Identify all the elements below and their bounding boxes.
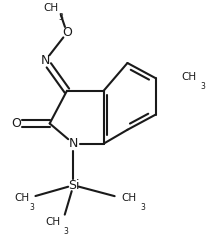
Text: 3: 3 — [140, 203, 145, 212]
Text: O: O — [11, 117, 21, 130]
Text: CH: CH — [14, 193, 29, 203]
Text: 3: 3 — [201, 82, 206, 91]
Text: N: N — [69, 137, 78, 150]
Text: 3: 3 — [63, 227, 68, 236]
Text: N: N — [41, 54, 50, 67]
Text: CH: CH — [121, 193, 136, 203]
Text: O: O — [62, 26, 72, 39]
Text: 3: 3 — [59, 13, 64, 22]
Text: Si: Si — [68, 179, 79, 192]
Text: 3: 3 — [30, 203, 35, 212]
Text: CH: CH — [43, 3, 58, 13]
Text: CH: CH — [181, 72, 197, 82]
Text: CH: CH — [45, 217, 60, 227]
